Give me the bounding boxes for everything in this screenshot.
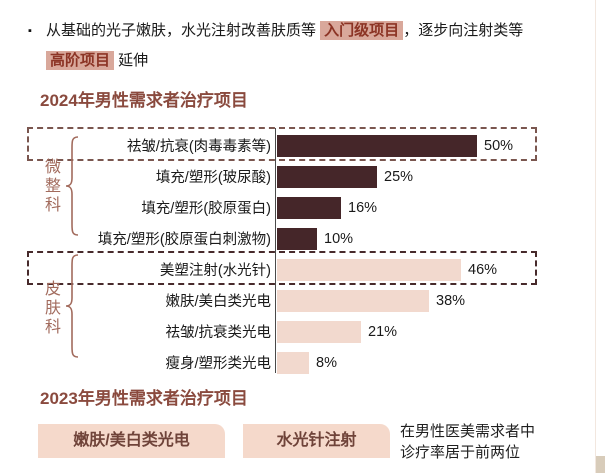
intro-text: 从基础的光子嫩肤，水光注射改善肤质等 入门级项目 ，逐步向注射类等 高阶项目 延伸 (46, 16, 523, 76)
bar-category-label: 填充/塑形(胶原蛋白) (141, 201, 271, 217)
bar-value-label: 38% (436, 292, 466, 309)
bar-value-label: 10% (324, 230, 354, 247)
chart-row: 填充/塑形(胶原蛋白刺激物) 10% (27, 223, 541, 254)
group-brace-icon (65, 254, 79, 358)
intro-line1-pre: 从基础的光子嫩肤，水光注射改善肤质等 (46, 22, 321, 39)
note-text: 在男性医美需求者中 诊疗率居于前两位 (400, 421, 560, 463)
bar-category-label: 瘦身/塑形类光电 (165, 356, 271, 372)
group-label-micro-plastic: 微整科 (42, 158, 59, 215)
intro-line1-post: ，逐步向注射类等 (403, 22, 524, 39)
highlight-entry-level: 入门级项目 (320, 21, 404, 40)
note-line-2: 诊疗率居于前两位 (400, 444, 521, 461)
chart-title-2024: 2024年男性需求者治疗项目 (40, 91, 248, 110)
corner-block (596, 456, 605, 473)
bar-value-label: 16% (348, 199, 378, 216)
intro-line-2: 高阶项目 延伸 (46, 46, 523, 76)
bar-category-label: 美塑注射(水光针) (159, 263, 271, 279)
bar (277, 320, 361, 343)
bar-category-label: 祛皱/抗衰类光电 (165, 325, 271, 341)
page-edge-line (595, 0, 596, 473)
dashed-highlight-box-bottom (27, 251, 537, 285)
chart-row: 填充/塑形(玻尿酸) 25% (27, 161, 541, 192)
bar (277, 227, 317, 250)
group-label-dermatology: 皮肤科 (42, 280, 59, 337)
chart-row: 填充/塑形(胶原蛋白) 16% (27, 192, 541, 223)
bar (277, 289, 429, 312)
tag-hydra-injection: 水光针注射 (243, 424, 390, 458)
chart-row: 祛皱/抗衰类光电 21% (27, 316, 541, 347)
tag-skin-whitening: 嫩肤/美白类光电 (38, 424, 225, 458)
intro-line-1: 从基础的光子嫩肤，水光注射改善肤质等 入门级项目 ，逐步向注射类等 (46, 16, 523, 46)
bar-value-label: 46% (468, 261, 498, 278)
chart-title-2023: 2023年男性需求者治疗项目 (40, 389, 248, 408)
dashed-highlight-box-top (27, 127, 537, 161)
bar (277, 134, 477, 157)
bar-category-label: 嫩肤/美白类光电 (165, 294, 271, 310)
chart-row: 瘦身/塑形类光电 8% (27, 347, 541, 378)
bar-category-label: 祛皱/抗衰(肉毒毒素等) (126, 139, 271, 155)
bar-value-label: 8% (316, 354, 337, 371)
chart-rows: 祛皱/抗衰(肉毒毒素等) 50% 填充/塑形(玻尿酸) 25% 填充/塑形(胶原蛋白) 1… (27, 130, 541, 378)
bar-category-label: 填充/塑形(胶原蛋白刺激物) (97, 232, 271, 248)
intro-line2-post: 延伸 (114, 52, 149, 69)
group-brace-icon (65, 136, 79, 236)
bar (277, 196, 341, 219)
chart-row: 嫩肤/美白类光电 38% (27, 285, 541, 316)
note-line-1: 在男性医美需求者中 (400, 423, 536, 440)
chart-axis-line (275, 128, 276, 373)
bar (277, 258, 461, 281)
highlight-advanced: 高阶项目 (46, 51, 115, 70)
chart-row: 美塑注射(水光针) 46% (27, 254, 541, 285)
chart-row: 祛皱/抗衰(肉毒毒素等) 50% (27, 130, 541, 161)
bar-chart: 微整科 皮肤科 祛皱/抗衰(肉毒毒素等) 50% 填充/塑形(玻尿酸) 25% 填充/塑… (27, 127, 541, 378)
bar-value-label: 21% (368, 323, 398, 340)
bar (277, 351, 309, 374)
bar-value-label: 25% (384, 168, 414, 185)
bar (277, 165, 377, 188)
bar-category-label: 填充/塑形(玻尿酸) (155, 170, 271, 186)
intro-bullet-paragraph: ▪ 从基础的光子嫩肤，水光注射改善肤质等 入门级项目 ，逐步向注射类等 高阶项目 … (28, 16, 578, 76)
bullet-marker-icon: ▪ (28, 25, 32, 37)
bar-value-label: 50% (484, 137, 514, 154)
